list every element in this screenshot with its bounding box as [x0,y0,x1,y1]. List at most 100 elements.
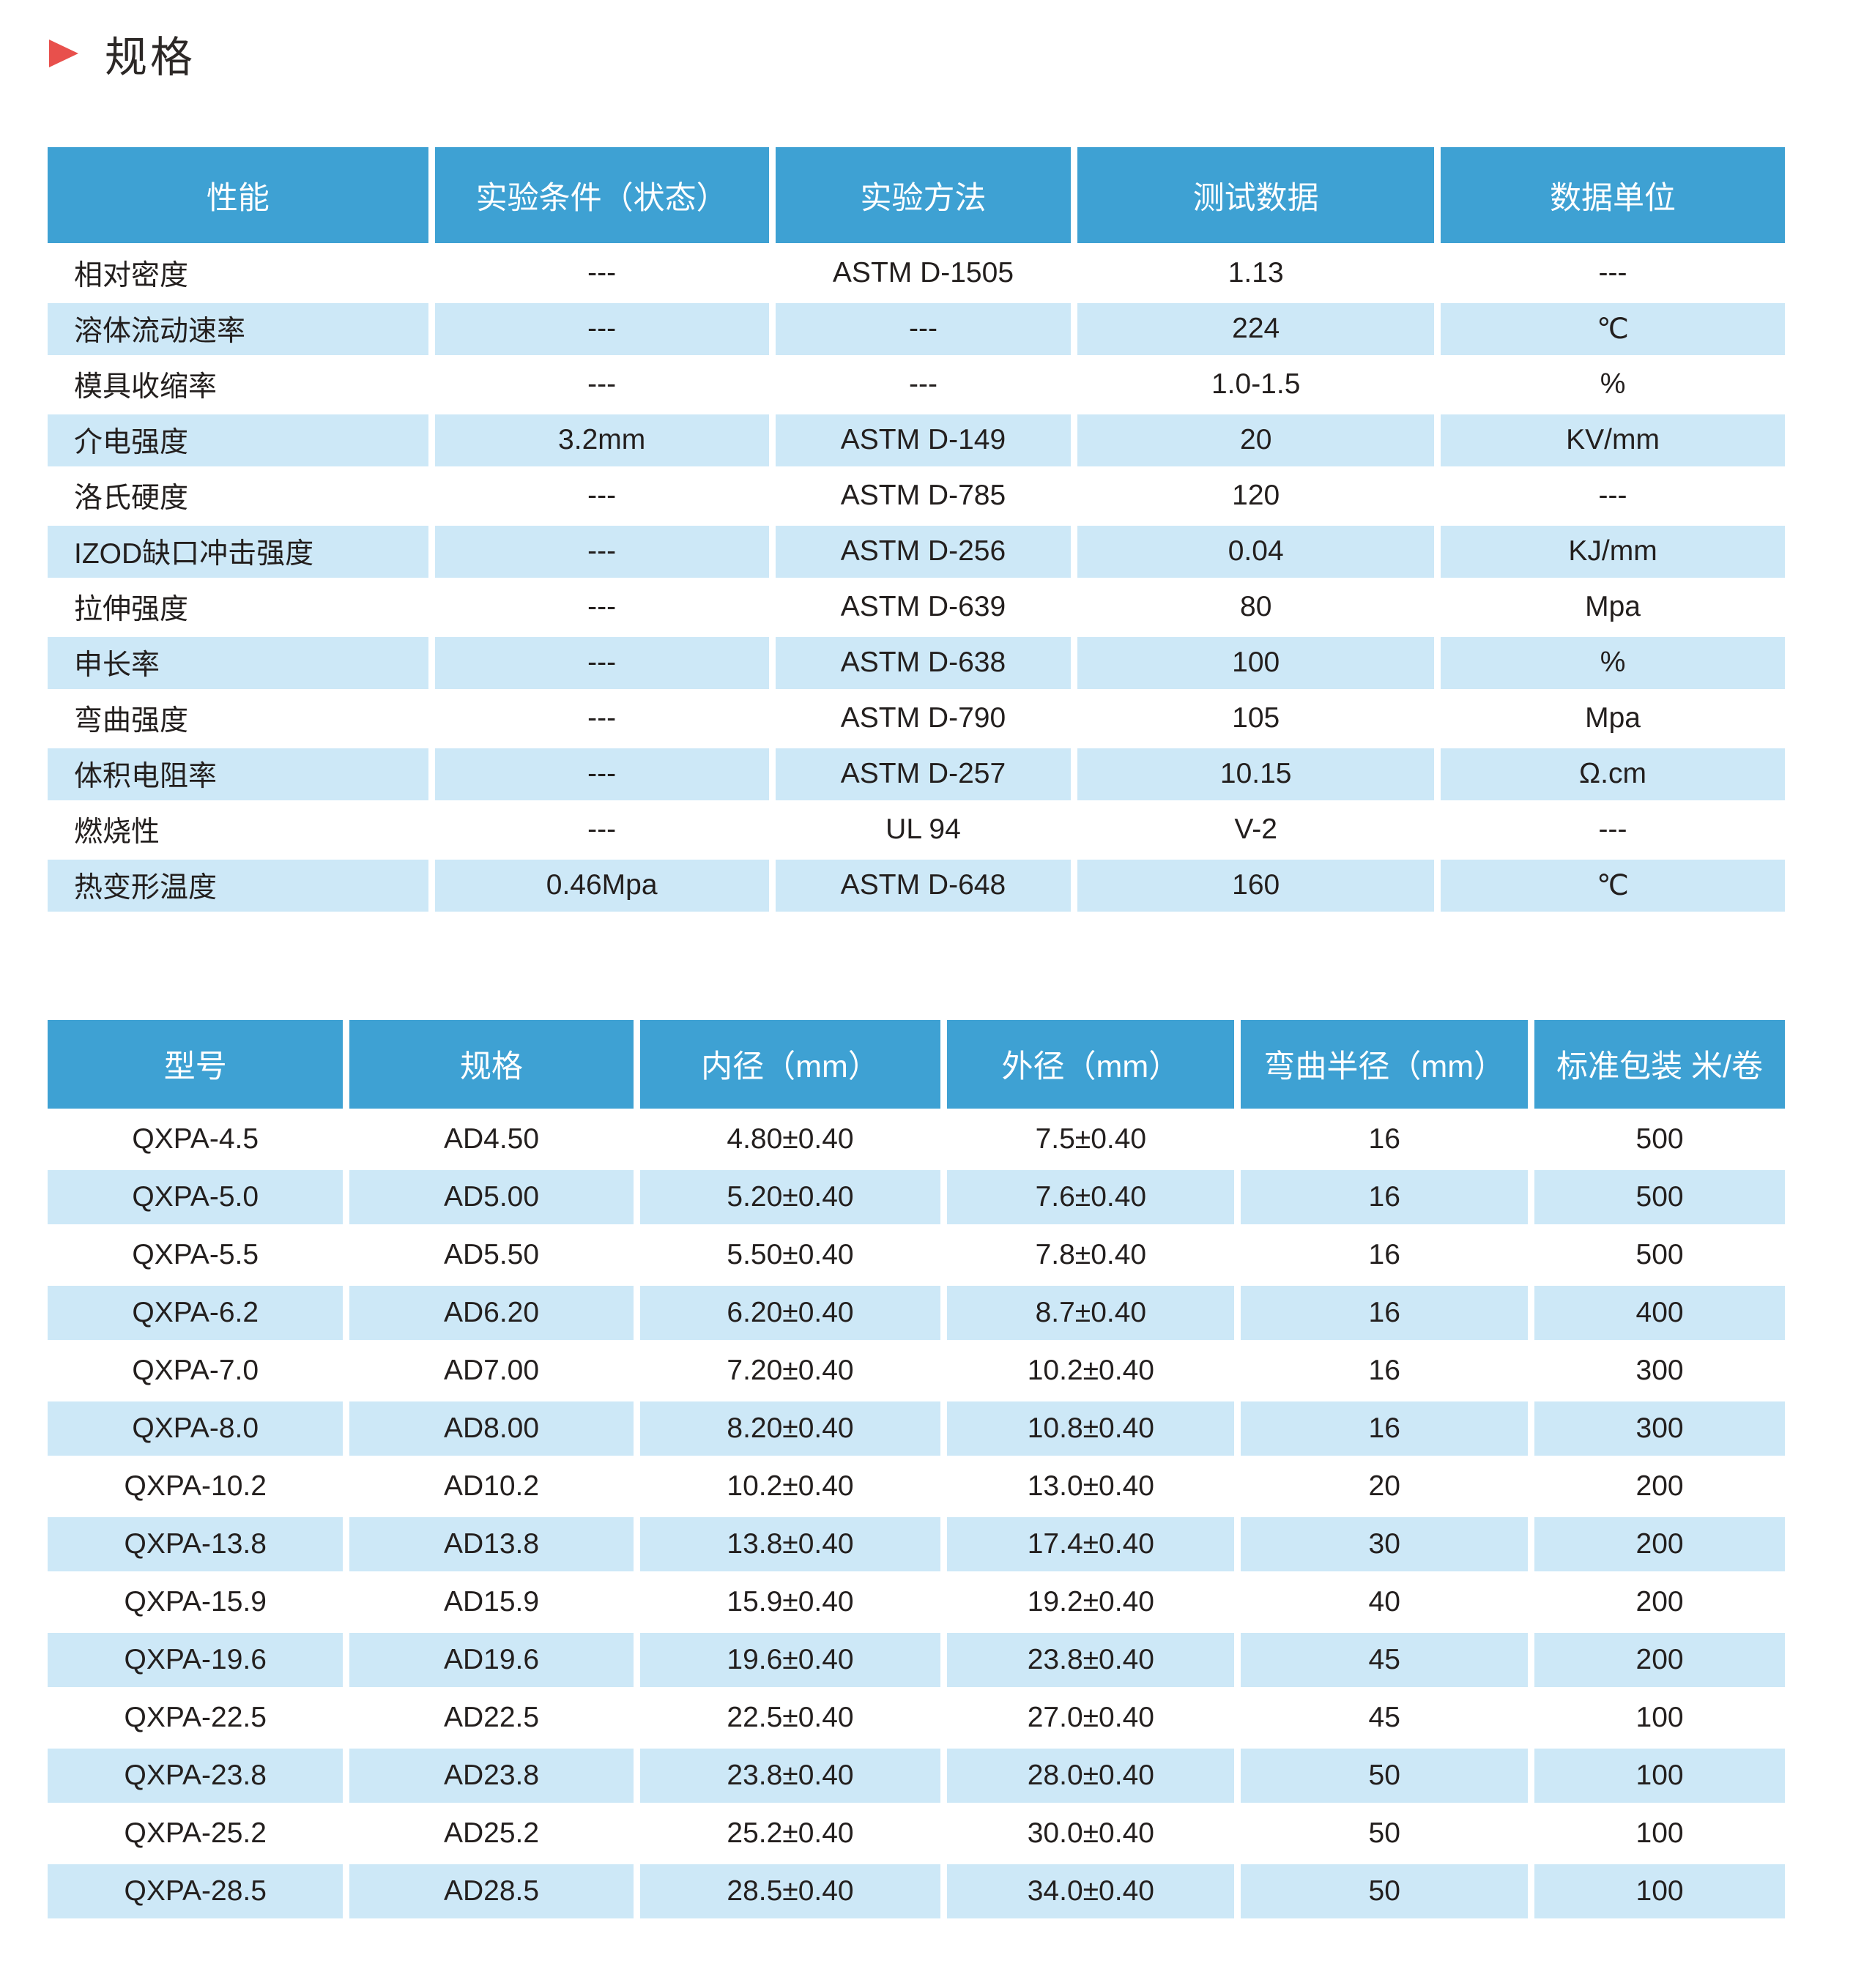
properties-cell-11-2: ASTM D-648 [772,857,1078,915]
properties-cell-4-1: --- [431,468,776,526]
models-cell-13-1: AD28.5 [346,1862,640,1922]
models-cell-5-1: AD8.00 [346,1399,640,1459]
models-cell-3-3: 8.7±0.40 [943,1284,1241,1344]
models-cell-5-4: 16 [1237,1399,1535,1459]
models-cell-12-1: AD25.2 [346,1804,640,1864]
models-row-8: QXPA-15.9 AD15.9 15.9±0.40 19.2±0.40 40 200 [48,1573,1785,1633]
properties-cell-4-2: ASTM D-785 [772,468,1078,526]
models-cell-2-5: 500 [1531,1226,1785,1286]
models-cell-2-2: 5.50±0.40 [636,1226,948,1286]
properties-cell-1-3: 224 [1074,301,1441,359]
models-cell-0-3: 7.5±0.40 [943,1110,1241,1170]
models-cell-0-2: 4.80±0.40 [636,1110,948,1170]
models-cell-12-3: 30.0±0.40 [943,1804,1241,1864]
properties-cell-5-1: --- [431,524,776,581]
properties-cell-2-4: % [1437,357,1785,414]
properties-table-head: 性能 实验条件（状态） 实验方法 测试数据 数据单位 [48,147,1785,247]
models-cell-4-0: QXPA-7.0 [48,1341,350,1401]
models-cell-11-1: AD23.8 [346,1746,640,1806]
properties-cell-6-1: --- [431,579,776,637]
properties-row-10: 燃烧性 --- UL 94 V-2 --- [48,802,1785,860]
models-row-1: QXPA-5.0 AD5.00 5.20±0.40 7.6±0.40 16 500 [48,1168,1785,1228]
properties-cell-2-0: 模具收缩率 [48,357,435,414]
properties-cell-10-1: --- [431,802,776,860]
models-cell-7-2: 13.8±0.40 [636,1515,948,1575]
models-cell-2-0: QXPA-5.5 [48,1226,350,1286]
models-row-6: QXPA-10.2 AD10.2 10.2±0.40 13.0±0.40 20 200 [48,1457,1785,1517]
models-cell-6-5: 200 [1531,1457,1785,1517]
models-cell-4-2: 7.20±0.40 [636,1341,948,1401]
properties-header-0: 性能 [48,147,435,247]
properties-header-3: 测试数据 [1074,147,1441,247]
models-cell-9-4: 45 [1237,1631,1535,1691]
properties-cell-2-3: 1.0-1.5 [1074,357,1441,414]
models-cell-3-0: QXPA-6.2 [48,1284,350,1344]
models-cell-6-1: AD10.2 [346,1457,640,1517]
models-cell-0-4: 16 [1237,1110,1535,1170]
properties-cell-6-2: ASTM D-639 [772,579,1078,637]
models-cell-5-3: 10.8±0.40 [943,1399,1241,1459]
models-cell-0-1: AD4.50 [346,1110,640,1170]
properties-cell-7-0: 申长率 [48,635,435,693]
properties-cell-9-4: Ω.cm [1437,746,1785,804]
section-header: 规格 [49,28,1785,81]
properties-row-5: IZOD缺口冲击强度 --- ASTM D-256 0.04 KJ/mm [48,524,1785,581]
models-cell-7-0: QXPA-13.8 [48,1515,350,1575]
properties-cell-3-3: 20 [1074,412,1441,470]
models-row-5: QXPA-8.0 AD8.00 8.20±0.40 10.8±0.40 16 300 [48,1399,1785,1459]
properties-cell-0-2: ASTM D-1505 [772,245,1078,303]
models-row-7: QXPA-13.8 AD13.8 13.8±0.40 17.4±0.40 30 200 [48,1515,1785,1575]
models-header-5: 标准包装 米/卷 [1531,1019,1785,1113]
properties-cell-5-0: IZOD缺口冲击强度 [48,524,435,581]
properties-cell-8-4: Mpa [1437,690,1785,748]
properties-cell-1-0: 溶体流动速率 [48,301,435,359]
properties-cell-3-1: 3.2mm [431,412,776,470]
models-cell-4-3: 10.2±0.40 [943,1341,1241,1401]
properties-cell-4-4: --- [1437,468,1785,526]
properties-table: 性能 实验条件（状态） 实验方法 测试数据 数据单位 相对密度 --- ASTM D-150… [48,147,1785,915]
properties-header-2: 实验方法 [772,147,1078,247]
properties-cell-4-3: 120 [1074,468,1441,526]
models-cell-8-1: AD15.9 [346,1573,640,1633]
models-row-2: QXPA-5.5 AD5.50 5.50±0.40 7.8±0.40 16 500 [48,1226,1785,1286]
properties-cell-10-2: UL 94 [772,802,1078,860]
properties-row-4: 洛氏硬度 --- ASTM D-785 120 --- [48,468,1785,526]
properties-cell-4-0: 洛氏硬度 [48,468,435,526]
models-table-header-row: 型号 规格 内径（mm） 外径（mm） 弯曲半径（mm） 标准包装 米/卷 [48,1019,1785,1113]
models-cell-11-4: 50 [1237,1746,1535,1806]
models-cell-10-0: QXPA-22.5 [48,1689,350,1749]
models-cell-10-3: 27.0±0.40 [943,1689,1241,1749]
models-cell-1-0: QXPA-5.0 [48,1168,350,1228]
properties-cell-7-1: --- [431,635,776,693]
models-cell-11-5: 100 [1531,1746,1785,1806]
models-cell-11-2: 23.8±0.40 [636,1746,948,1806]
properties-cell-10-0: 燃烧性 [48,802,435,860]
models-cell-6-2: 10.2±0.40 [636,1457,948,1517]
models-cell-13-2: 28.5±0.40 [636,1862,948,1922]
models-cell-13-0: QXPA-28.5 [48,1862,350,1922]
models-cell-12-5: 100 [1531,1804,1785,1864]
models-cell-9-0: QXPA-19.6 [48,1631,350,1691]
properties-cell-6-3: 80 [1074,579,1441,637]
models-cell-13-5: 100 [1531,1862,1785,1922]
properties-cell-0-4: --- [1437,245,1785,303]
models-cell-8-5: 200 [1531,1573,1785,1633]
models-cell-10-5: 100 [1531,1689,1785,1749]
models-cell-1-5: 500 [1531,1168,1785,1228]
models-row-10: QXPA-22.5 AD22.5 22.5±0.40 27.0±0.40 45 100 [48,1689,1785,1749]
properties-cell-5-4: KJ/mm [1437,524,1785,581]
properties-cell-1-2: --- [772,301,1078,359]
models-cell-5-2: 8.20±0.40 [636,1399,948,1459]
models-row-13: QXPA-28.5 AD28.5 28.5±0.40 34.0±0.40 50 100 [48,1862,1785,1922]
properties-header-4: 数据单位 [1437,147,1785,247]
properties-row-3: 介电强度 3.2mm ASTM D-149 20 KV/mm [48,412,1785,470]
models-cell-1-1: AD5.00 [346,1168,640,1228]
properties-cell-11-4: ℃ [1437,857,1785,915]
models-cell-7-3: 17.4±0.40 [943,1515,1241,1575]
arrow-right-icon [49,40,78,67]
properties-cell-8-0: 弯曲强度 [48,690,435,748]
models-header-0: 型号 [48,1019,350,1113]
models-cell-6-3: 13.0±0.40 [943,1457,1241,1517]
models-cell-7-5: 200 [1531,1515,1785,1575]
